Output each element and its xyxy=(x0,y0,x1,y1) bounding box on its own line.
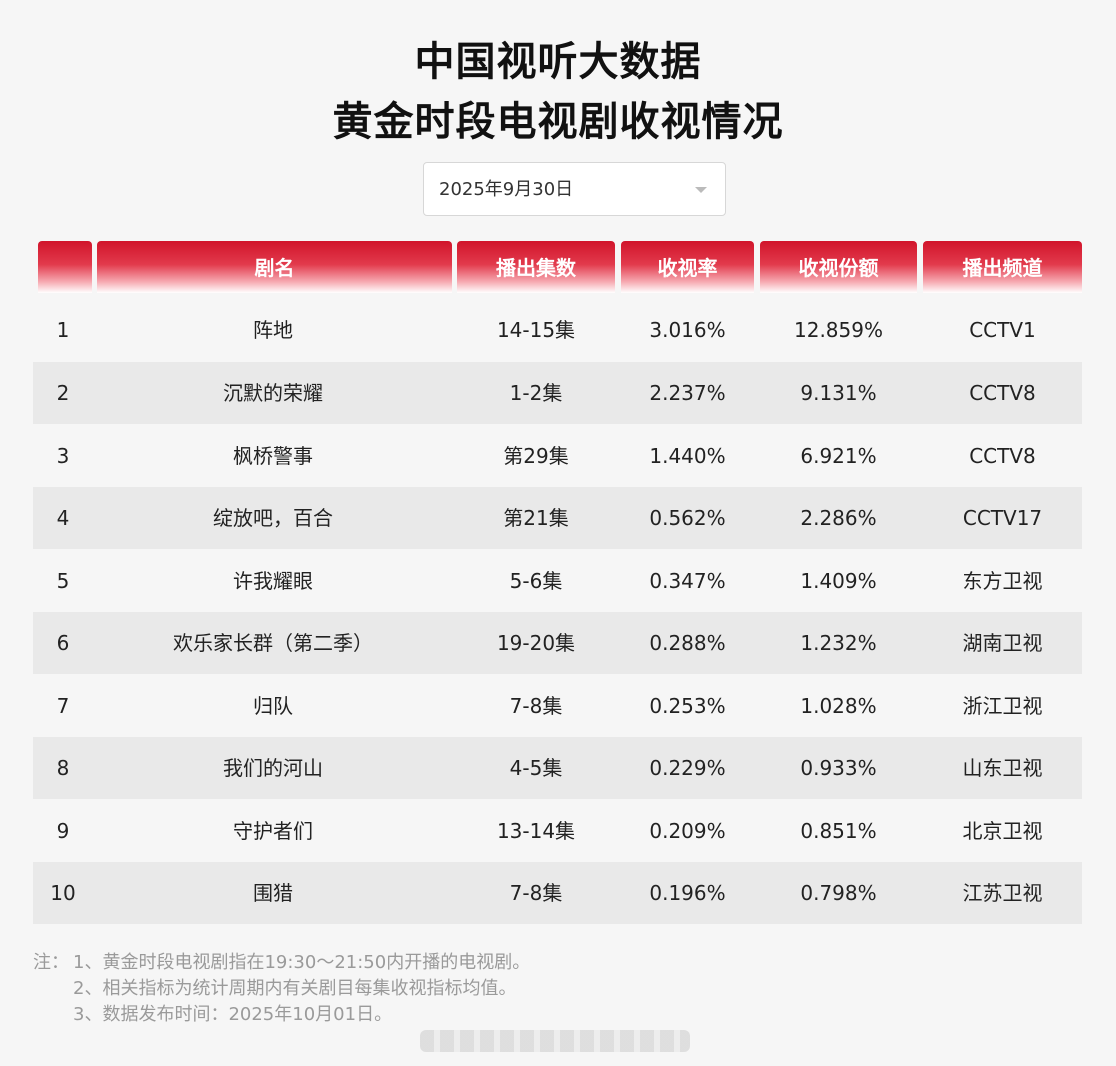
channel-cell: CCTV8 xyxy=(969,381,1036,405)
page-title: 中国视听大数据 xyxy=(414,39,702,85)
table-row: 10 围猎 7-8集 0.196% 0.798% 江苏卫视 xyxy=(33,862,1082,924)
channel-cell: CCTV8 xyxy=(969,444,1036,468)
note-text: 3、数据发布时间：2025年10月01日。 xyxy=(73,1004,393,1025)
note-text: 1、黄金时段电视剧指在19:30～21:50内开播的电视剧。 xyxy=(73,952,531,973)
episodes-cell: 19-20集 xyxy=(496,631,576,655)
header-channel: 播出频道 xyxy=(923,241,1082,293)
channel-cell: CCTV17 xyxy=(962,506,1043,530)
episodes-cell: 14-15集 xyxy=(496,318,576,342)
drama-name-cell: 枫桥警事 xyxy=(233,444,313,468)
drama-name-cell: 欢乐家长群（第二季） xyxy=(173,631,373,655)
rank-cell: 3 xyxy=(56,444,70,468)
rank-cell: 7 xyxy=(56,694,70,718)
share-cell: 1.028% xyxy=(800,694,877,718)
page-subtitle: 黄金时段电视剧收视情况 xyxy=(332,99,784,145)
header-share: 收视份额 xyxy=(760,241,917,293)
rating-cell: 0.288% xyxy=(649,631,726,655)
rank-cell: 8 xyxy=(56,756,70,780)
table-row: 7 归队 7-8集 0.253% 1.028% 浙江卫视 xyxy=(33,675,1082,737)
episodes-cell: 1-2集 xyxy=(509,381,563,405)
note-prefix: 注： xyxy=(33,952,69,973)
table-row: 3 枫桥警事 第29集 1.440% 6.921% CCTV8 xyxy=(33,425,1082,487)
watermark xyxy=(420,1030,690,1052)
table-row: 2 沉默的荣耀 1-2集 2.237% 9.131% CCTV8 xyxy=(33,362,1082,424)
rating-cell: 1.440% xyxy=(649,444,726,468)
episodes-cell: 第29集 xyxy=(503,444,569,468)
rating-cell: 0.562% xyxy=(649,506,726,530)
channel-cell: 北京卫视 xyxy=(962,819,1043,843)
episodes-cell: 13-14集 xyxy=(496,819,576,843)
episodes-cell: 7-8集 xyxy=(509,881,563,905)
drama-name-cell: 我们的河山 xyxy=(223,756,323,780)
channel-cell: 江苏卫视 xyxy=(962,881,1043,905)
rank-cell: 4 xyxy=(56,506,70,530)
rating-cell: 0.196% xyxy=(649,881,726,905)
share-cell: 1.409% xyxy=(800,569,877,593)
rating-cell: 0.253% xyxy=(649,694,726,718)
rating-cell: 3.016% xyxy=(649,318,726,342)
drama-name-cell: 归队 xyxy=(253,694,293,718)
drama-name-cell: 绽放吧，百合 xyxy=(213,506,333,530)
episodes-cell: 5-6集 xyxy=(509,569,563,593)
header-rating: 收视率 xyxy=(621,241,754,293)
share-cell: 0.933% xyxy=(800,756,877,780)
drama-name-cell: 许我耀眼 xyxy=(233,569,313,593)
rating-cell: 0.229% xyxy=(649,756,726,780)
rank-cell: 9 xyxy=(56,819,70,843)
share-cell: 1.232% xyxy=(800,631,877,655)
share-cell: 0.798% xyxy=(800,881,877,905)
table-row: 6 欢乐家长群（第二季） 19-20集 0.288% 1.232% 湖南卫视 xyxy=(33,612,1082,674)
rating-cell: 2.237% xyxy=(649,381,726,405)
channel-cell: 山东卫视 xyxy=(962,756,1043,780)
share-cell: 9.131% xyxy=(800,381,877,405)
episodes-cell: 7-8集 xyxy=(509,694,563,718)
channel-cell: 东方卫视 xyxy=(962,569,1043,593)
episodes-cell: 第21集 xyxy=(503,506,569,530)
date-select[interactable]: 2025年9月30日 xyxy=(423,162,726,216)
episodes-cell: 4-5集 xyxy=(509,756,563,780)
date-select-value: 2025年9月30日 xyxy=(439,179,574,200)
rating-cell: 0.209% xyxy=(649,819,726,843)
rank-cell: 2 xyxy=(56,381,70,405)
table-row: 9 守护者们 13-14集 0.209% 0.851% 北京卫视 xyxy=(33,800,1082,862)
note-text: 2、相关指标为统计周期内有关剧目每集收视指标均值。 xyxy=(73,978,517,999)
rank-cell: 10 xyxy=(50,881,76,905)
drama-name-cell: 围猎 xyxy=(253,881,293,905)
share-cell: 12.859% xyxy=(794,318,883,342)
share-cell: 2.286% xyxy=(800,506,877,530)
channel-cell: 湖南卫视 xyxy=(962,631,1043,655)
channel-cell: 浙江卫视 xyxy=(962,694,1043,718)
header-rank xyxy=(38,241,92,293)
drama-name-cell: 阵地 xyxy=(253,318,293,342)
table-row: 5 许我耀眼 5-6集 0.347% 1.409% 东方卫视 xyxy=(33,550,1082,612)
table-row: 4 绽放吧，百合 第21集 0.562% 2.286% CCTV17 xyxy=(33,487,1082,549)
channel-cell: CCTV1 xyxy=(969,318,1036,342)
rank-cell: 5 xyxy=(56,569,70,593)
chevron-down-icon xyxy=(695,187,707,193)
table-row: 8 我们的河山 4-5集 0.229% 0.933% 山东卫视 xyxy=(33,737,1082,799)
rating-cell: 0.347% xyxy=(649,569,726,593)
header-name: 剧名 xyxy=(97,241,452,293)
share-cell: 6.921% xyxy=(800,444,877,468)
rank-cell: 6 xyxy=(56,631,70,655)
drama-name-cell: 守护者们 xyxy=(233,819,313,843)
header-episodes: 播出集数 xyxy=(457,241,615,293)
table-row: 1 阵地 14-15集 3.016% 12.859% CCTV1 xyxy=(33,299,1082,361)
drama-name-cell: 沉默的荣耀 xyxy=(223,381,323,405)
share-cell: 0.851% xyxy=(800,819,877,843)
rank-cell: 1 xyxy=(56,318,70,342)
